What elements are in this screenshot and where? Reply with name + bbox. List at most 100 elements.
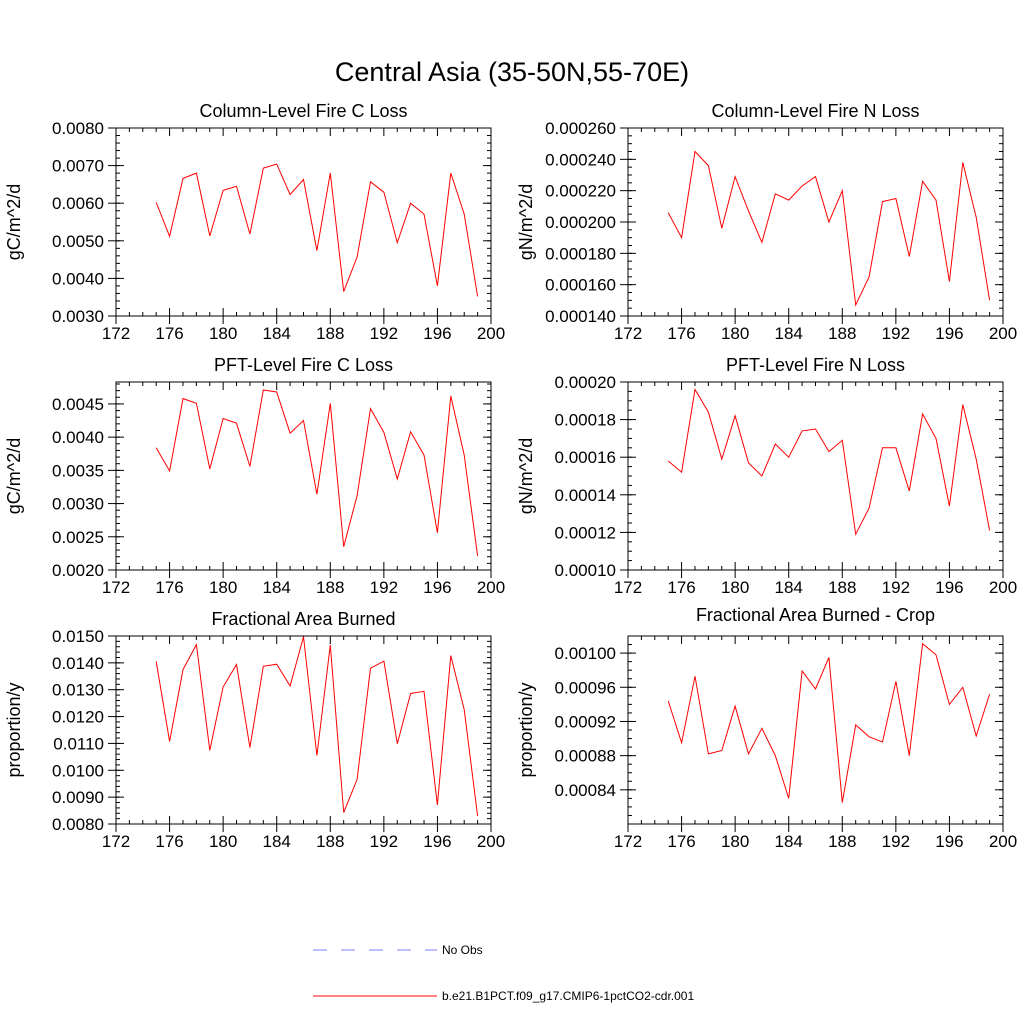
x-tick-label: 172: [614, 324, 642, 343]
y-tick-label: 0.0070: [52, 157, 104, 176]
x-tick-label: 200: [989, 324, 1017, 343]
x-tick-label: 188: [828, 324, 856, 343]
y-tick-label: 0.0080: [52, 119, 104, 138]
figure-title: Central Asia (35-50N,55-70E): [335, 57, 689, 87]
chart-panel-pft-level-fire-n-loss: PFT-Level Fire N Loss gN/m^2/d 172 176 180 18…: [516, 355, 1017, 597]
y-tick-label: 0.0030: [52, 307, 104, 326]
x-tick-label: 200: [477, 324, 505, 343]
y-tick-label: 0.000260: [545, 119, 616, 138]
x-tick-label: 172: [614, 832, 642, 851]
x-tick-label: 196: [935, 578, 963, 597]
x-tick-label: 180: [721, 832, 749, 851]
x-tick-label: 176: [667, 324, 695, 343]
chart-panel-fractional-area-burned: Fractional Area Burned proportion/y 172 176…: [4, 609, 505, 851]
x-tick-label: 192: [882, 324, 910, 343]
y-tick-label: 0.000180: [545, 244, 616, 263]
x-tick-label: 196: [935, 324, 963, 343]
y-axis-label: proportion/y: [4, 682, 24, 777]
y-tick-label: 0.0130: [52, 681, 104, 700]
chart-panel-column-level-fire-c-loss: Column-Level Fire C Loss gC/m^2/d 172 176 18…: [4, 101, 505, 343]
y-tick-label: 0.0120: [52, 708, 104, 727]
x-tick-label: 196: [423, 578, 451, 597]
x-tick-label: 184: [263, 578, 291, 597]
series-line: [667, 150, 991, 307]
series-line: [155, 389, 479, 557]
y-tick-label: 0.0035: [52, 461, 104, 480]
y-tick-label: 0.00096: [555, 678, 616, 697]
y-axis-label: proportion/y: [516, 682, 536, 777]
x-tick-label: 180: [209, 832, 237, 851]
x-tick-label: 192: [370, 832, 398, 851]
x-tick-label: 192: [882, 578, 910, 597]
y-tick-label: 0.00088: [555, 747, 616, 766]
y-tick-label: 0.000240: [545, 150, 616, 169]
legend: No Obs b.e21.B1PCT.f09_g17.CMIP6-1pctCO2…: [313, 943, 694, 1003]
y-tick-label: 0.0040: [52, 428, 104, 447]
y-tick-label: 0.00020: [555, 373, 616, 392]
x-tick-label: 180: [721, 578, 749, 597]
x-tick-label: 188: [828, 578, 856, 597]
y-axis-label: gN/m^2/d: [516, 438, 536, 514]
chart-panel-pft-level-fire-c-loss: PFT-Level Fire C Loss gC/m^2/d 172 176 180 18…: [4, 355, 505, 597]
x-tick-label: 192: [370, 578, 398, 597]
y-tick-label: 0.00100: [555, 644, 616, 663]
x-tick-label: 188: [828, 832, 856, 851]
chart-panel-column-level-fire-n-loss: Column-Level Fire N Loss gN/m^2/d 172 176 18…: [516, 101, 1017, 343]
y-tick-label: 0.00092: [555, 712, 616, 731]
y-tick-label: 0.0060: [52, 194, 104, 213]
x-tick-label: 180: [721, 324, 749, 343]
panel-title: Fractional Area Burned: [211, 609, 395, 629]
x-tick-label: 184: [263, 832, 291, 851]
y-axis-label: gC/m^2/d: [4, 438, 24, 514]
x-tick-label: 200: [477, 578, 505, 597]
y-tick-label: 0.0020: [52, 561, 104, 580]
y-tick-label: 0.00014: [555, 486, 616, 505]
plot-frame: [115, 127, 492, 317]
y-tick-label: 0.0150: [52, 627, 104, 646]
y-tick-label: 0.0045: [52, 395, 104, 414]
y-tick-label: 0.0090: [52, 788, 104, 807]
x-tick-label: 172: [102, 324, 130, 343]
x-tick-label: 176: [667, 832, 695, 851]
y-axis-label: gC/m^2/d: [4, 184, 24, 260]
y-tick-label: 0.000220: [545, 182, 616, 201]
y-tick-label: 0.0080: [52, 815, 104, 834]
x-tick-label: 184: [775, 578, 803, 597]
panel-title: PFT-Level Fire N Loss: [726, 355, 905, 375]
chart-panels: Column-Level Fire C Loss gC/m^2/d 172 176 18…: [4, 101, 1017, 851]
x-tick-label: 188: [316, 578, 344, 597]
y-tick-label: 0.000160: [545, 276, 616, 295]
y-tick-label: 0.0050: [52, 232, 104, 251]
x-tick-label: 172: [102, 578, 130, 597]
y-tick-label: 0.000200: [545, 213, 616, 232]
series-line: [667, 642, 991, 803]
y-tick-label: 0.0110: [53, 734, 104, 753]
y-tick-label: 0.00016: [555, 448, 616, 467]
x-tick-label: 200: [989, 578, 1017, 597]
panel-title: Column-Level Fire N Loss: [711, 101, 919, 121]
y-tick-label: 0.00084: [555, 781, 616, 800]
y-tick-label: 0.0100: [52, 761, 104, 780]
x-tick-label: 196: [423, 832, 451, 851]
y-tick-label: 0.000140: [545, 307, 616, 326]
y-tick-label: 0.0025: [52, 528, 104, 547]
x-tick-label: 200: [989, 832, 1017, 851]
panel-title: Fractional Area Burned - Crop: [696, 605, 935, 625]
x-tick-label: 184: [775, 832, 803, 851]
x-tick-label: 196: [423, 324, 451, 343]
x-tick-label: 184: [775, 324, 803, 343]
x-tick-label: 176: [155, 578, 183, 597]
y-tick-label: 0.00012: [555, 523, 616, 542]
x-tick-label: 184: [263, 324, 291, 343]
x-tick-label: 180: [209, 324, 237, 343]
x-tick-label: 192: [370, 324, 398, 343]
plot-frame: [627, 381, 1004, 571]
chart-panel-fractional-area-burned-crop: Fractional Area Burned - Crop proportion/…: [516, 605, 1017, 851]
x-tick-label: 172: [614, 578, 642, 597]
y-tick-label: 0.0040: [52, 269, 104, 288]
panel-title: Column-Level Fire C Loss: [199, 101, 407, 121]
plot-frame: [115, 381, 492, 571]
x-tick-label: 176: [155, 324, 183, 343]
x-tick-label: 200: [477, 832, 505, 851]
